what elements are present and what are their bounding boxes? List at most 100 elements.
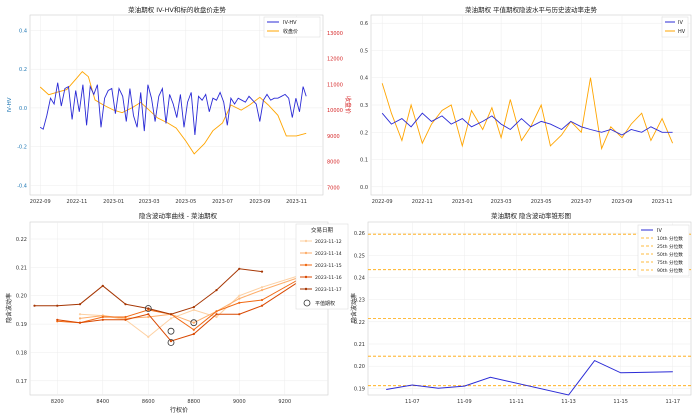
x-tick-label: 2023-11: [286, 199, 307, 205]
x-tick-label: 2023-11: [652, 199, 673, 205]
atm-marker: [167, 327, 175, 335]
smile-point: [101, 318, 104, 321]
smile-point: [78, 321, 82, 324]
legend-marker: [304, 275, 308, 279]
y-right-tick-label: 11000: [327, 82, 343, 88]
x-tick-label: 2023-03: [491, 199, 512, 205]
chart-3-x-label: 行权价: [170, 406, 188, 414]
smile-point: [56, 304, 59, 307]
smile-point: [33, 304, 36, 307]
chart-3-title: 隐含波动率曲线 - 菜油期权: [139, 211, 217, 220]
smile-point: [260, 304, 264, 307]
x-tick-label: 11-15: [613, 399, 628, 405]
chart-1-y-label: IV-HV: [7, 97, 13, 112]
y-tick-label: 0.4: [19, 28, 27, 34]
x-tick-label: 2023-05: [531, 199, 552, 205]
chart-3-legend-atm: 平值期权: [315, 300, 335, 307]
legend-label: 50th 分位数: [657, 251, 683, 258]
chart-3-x-ticks: 8200 8400 8600 8800 9000 9200: [51, 399, 291, 405]
smile-point: [192, 308, 195, 311]
y-tick-label: 0.20: [16, 294, 27, 300]
y-tick-label: 0.19: [354, 386, 365, 392]
chart-3-y-ticks: 0.17 0.18 0.19 0.20 0.21 0.22: [16, 237, 27, 385]
atm-marker: [167, 339, 175, 346]
chart-1-y-label-right: 收盘价: [344, 96, 352, 114]
x-tick-label: 2023-07: [212, 199, 233, 205]
y-right-tick-label: 12000: [327, 57, 343, 63]
chart-1-title: 菜油期权 IV-HV和标的收盘价走势: [128, 5, 226, 14]
hv-line: [381, 77, 674, 151]
x-tick-label: 2023-01: [452, 199, 473, 205]
smile-point: [124, 303, 127, 306]
chart-3-legend: 交易日期 2023-11-122023-11-142023-11-152023-…: [295, 223, 349, 310]
volatility-smile-chart: 隐含波动率曲线 - 菜油期权 0.170.180.190.200.210.22 …: [5, 211, 349, 414]
iv-line: [386, 359, 673, 396]
chart-4-series: [368, 233, 691, 396]
chart-2-series: [381, 77, 674, 151]
y-tick-label: 0.21: [354, 342, 365, 348]
chart-2-x-ticks: 2022-09 2022-11 2023-01 2023-03 2023-05 2023-…: [372, 199, 673, 205]
x-tick-label: 8200: [51, 399, 64, 405]
chart-1-y-ticks-right: 7000 8000 9000 10000 11000 12000 13000: [327, 31, 343, 191]
legend-label: 2023-11-15: [315, 263, 342, 269]
x-tick-label: 2022-09: [30, 199, 51, 205]
chart-2-title: 菜油期权 平值期权隐波水平与历史波动率走势: [465, 5, 598, 14]
iv-hv-level-chart: 菜油期权 平值期权隐波水平与历史波动率走势 0.0 0.1 0.2 0.3 0.4 0.5…: [360, 5, 692, 205]
smile-line: [79, 272, 308, 338]
chart-1-y-ticks: -0.4 -0.2 0.0 0.2 0.4: [17, 28, 27, 189]
legend-label: 90th 分位数: [657, 267, 683, 274]
legend-label: 10th 分位数: [657, 235, 683, 242]
legend-label: 2023-11-14: [315, 251, 342, 257]
chart-1-legend-close: 收盘价: [283, 28, 298, 35]
smile-point: [147, 335, 150, 338]
smile-point: [101, 315, 104, 319]
legend-label: 25th 分位数: [657, 243, 683, 250]
chart-4-x-ticks: 11-07 11-09 11-11 11-13 11-15 11-17: [405, 399, 680, 405]
legend-label: 2023-11-17: [315, 287, 342, 293]
y-tick-label: 0.17: [16, 379, 27, 385]
iv-hv-line: [39, 82, 307, 136]
chart-4-plot-area: [367, 221, 692, 396]
x-tick-label: 11-17: [666, 399, 681, 405]
chart-3-legend-items: 2023-11-12 2023-11-14 2023-11-15 2023-11-16…: [300, 239, 342, 293]
y-tick-label: 0.6: [360, 21, 368, 27]
x-tick-label: 2022-11: [66, 199, 87, 205]
y-tick-label: 0.2: [19, 67, 27, 73]
x-tick-label: 9000: [233, 399, 246, 405]
smile-point: [260, 298, 264, 302]
y-tick-label: 0.19: [16, 322, 27, 328]
legend-label: 2023-11-12: [315, 239, 342, 245]
iv-line: [381, 112, 673, 136]
y-tick-label: 0.22: [354, 320, 365, 326]
chart-1-plot-area: [29, 14, 324, 196]
chart-3-series: [33, 267, 309, 346]
chart-4-legend-iv: IV: [657, 228, 662, 234]
smile-point: [169, 340, 173, 343]
smile-point: [147, 315, 150, 319]
chart-4-title: 菜油期权 隐含波动率锥形图: [491, 211, 571, 220]
y-tick-label: 0.1: [360, 158, 368, 164]
smile-point: [78, 303, 82, 306]
x-tick-label: 11-11: [509, 399, 524, 405]
legend-label: 2023-11-16: [315, 275, 342, 281]
chart-3-grid: [30, 222, 328, 395]
smile-point: [56, 318, 59, 321]
y-right-tick-label: 7000: [327, 185, 340, 191]
y-tick-label: 0.3: [360, 103, 368, 109]
y-tick-label: 0.5: [360, 48, 368, 54]
smile-point: [101, 284, 104, 287]
legend-marker: [304, 263, 308, 267]
x-tick-label: 11-07: [405, 399, 420, 405]
x-tick-label: 9200: [278, 399, 291, 405]
x-tick-label: 2023-01: [103, 199, 124, 205]
y-tick-label: 0.24: [354, 275, 365, 281]
atm-legend-marker: [303, 299, 311, 307]
smile-point: [124, 315, 127, 319]
x-tick-label: 2023-05: [175, 199, 196, 205]
chart-2-legend-hv: HV: [678, 29, 686, 35]
smile-point: [260, 286, 264, 289]
y-right-tick-label: 10000: [327, 108, 343, 114]
